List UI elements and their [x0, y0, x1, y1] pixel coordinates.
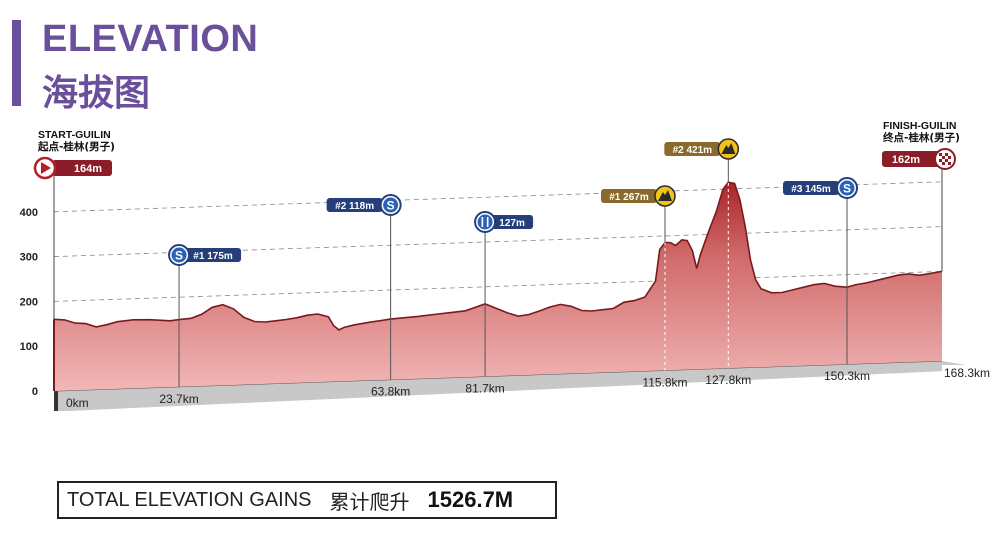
x-tick: 168.3km	[942, 365, 994, 381]
knife-stroke	[486, 217, 489, 227]
x-tick: 127.8km	[705, 373, 751, 387]
sprint-s-letter: S	[387, 199, 395, 213]
x-tick-label: 127.8km	[705, 373, 751, 387]
start-elevation-badge	[52, 160, 112, 176]
sprint-label: #2 118m	[335, 201, 374, 212]
sprint-s-letter: S	[843, 182, 851, 196]
x-tick-label: 63.8km	[371, 385, 410, 399]
finish-elevation-badge	[882, 151, 940, 167]
sprint-marker: #2 118m S	[326, 194, 402, 380]
sprint-label: #3 145m	[791, 184, 831, 195]
climb-label: #1 267m	[609, 192, 649, 203]
x-tick-label: 81.7km	[465, 381, 504, 395]
x-tick: 150.3km	[824, 369, 870, 383]
feed-label: 127m	[499, 218, 525, 229]
grid-line	[53, 271, 943, 302]
x-tick: 63.8km	[371, 385, 410, 399]
total-elevation-label: TOTAL ELEVATION GAINS	[67, 488, 312, 511]
climb-label: #2 421m	[673, 145, 713, 156]
climb-marker: #1 267m	[600, 185, 676, 371]
x-tick-label: 168.3km	[944, 366, 990, 380]
climb-badge	[664, 142, 721, 156]
x-tick-label: 150.3km	[824, 369, 870, 383]
x-tick: 81.7km	[465, 381, 504, 395]
start-name: START-GUILIN	[38, 129, 111, 141]
x-tick: 115.8km	[642, 375, 687, 389]
header-accent-bar	[12, 20, 21, 106]
x-tick-label: 115.8km	[642, 375, 687, 389]
finish-name-zh: 终点-桂林(男子)	[883, 131, 960, 144]
sprint-badge	[783, 181, 840, 195]
checkered-cell	[945, 159, 948, 162]
checkered-cell	[948, 156, 951, 159]
checkered-cell	[942, 162, 945, 165]
x-tick: 0km	[66, 396, 89, 410]
x-tick-label: 23.7km	[159, 392, 198, 406]
y-tick-label: 200	[20, 296, 38, 308]
feed-badge	[491, 215, 534, 229]
y-tick-label: 300	[20, 252, 38, 264]
profile-base-edge	[54, 391, 58, 411]
page-subtitle: 海拔图	[42, 72, 151, 113]
play-icon-triangle	[41, 162, 51, 174]
elevation-profile-line	[53, 181, 943, 331]
climb-badge	[600, 189, 657, 203]
x-tick-bg	[942, 365, 994, 381]
checkered-cell	[945, 153, 948, 156]
profile-base-slab	[54, 361, 990, 411]
finish-elevation-label: 162m	[892, 154, 920, 166]
sprint-s-icon-fill	[839, 180, 855, 196]
mountain-icon-peaks	[721, 143, 736, 154]
y-tick-label: 0	[32, 386, 38, 398]
total-elevation-value: 1526.7M	[427, 487, 514, 512]
sprint-s-icon-fill	[171, 247, 187, 263]
start-elevation-label: 164m	[74, 163, 102, 175]
total-elevation-label-zh: 累计爬升	[329, 491, 410, 514]
sprint-s-icon-fill	[383, 197, 399, 213]
start-name-zh: 起点-桂林(男子)	[37, 140, 115, 153]
sprint-badge	[326, 198, 383, 212]
page-title: ELEVATION	[42, 18, 259, 60]
fork-knife-icon-fill	[477, 214, 493, 230]
y-tick-label: 100	[20, 341, 38, 353]
sprint-label: #1 175m	[193, 251, 233, 262]
y-tick-label: 400	[20, 207, 38, 219]
sprint-badge	[185, 248, 242, 262]
x-tick-label: 0km	[66, 396, 89, 410]
sprint-marker: #1 175m S	[168, 244, 242, 387]
checkered-cell	[939, 153, 942, 156]
fork-stroke	[481, 217, 484, 227]
sprint-marker: #3 145m S	[783, 177, 859, 365]
elevation-profile-area	[54, 182, 942, 391]
total-elevation-box: TOTAL ELEVATION GAINS 累计爬升 1526.7M	[57, 481, 557, 519]
checkered-cell	[948, 162, 951, 165]
climb-marker: #2 421m	[664, 138, 740, 369]
checkered-cell	[942, 156, 945, 159]
sprint-s-letter: S	[175, 249, 183, 263]
feed-marker: 127m	[474, 211, 534, 377]
x-tick: 23.7km	[159, 392, 198, 406]
finish-name: FINISH-GUILIN	[883, 120, 957, 132]
checkered-cell	[939, 159, 942, 162]
mountain-icon-peaks	[657, 190, 672, 201]
